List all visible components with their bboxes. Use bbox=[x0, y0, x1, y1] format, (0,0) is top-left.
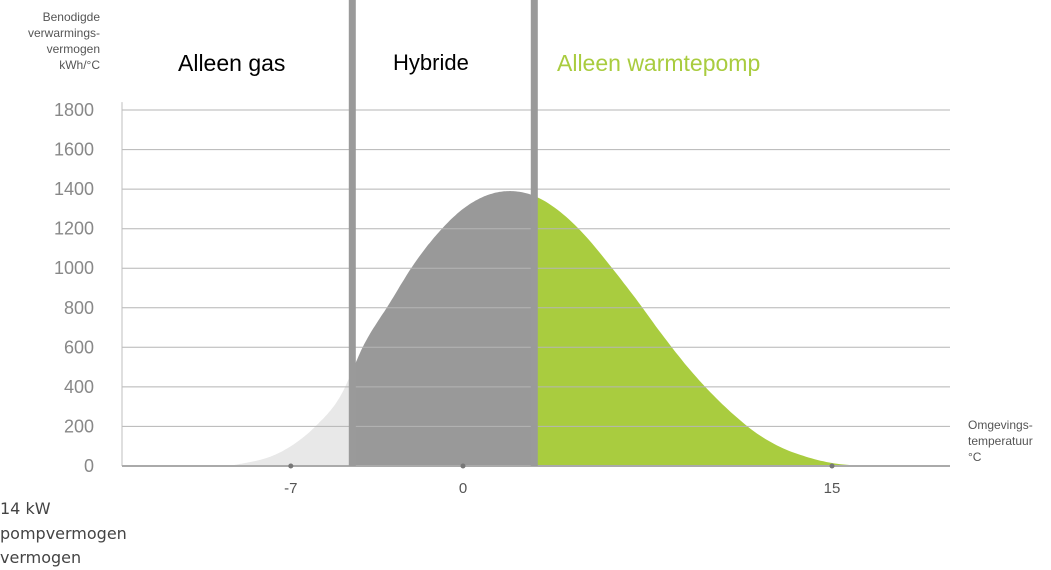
y-tick-label-1800: 1800 bbox=[54, 100, 94, 120]
boundary-divider-1 bbox=[348, 0, 356, 466]
x-tick-label-15: 15 bbox=[824, 480, 841, 497]
region-label-alleen-warmtepomp: Alleen warmtepomp bbox=[557, 50, 761, 76]
y-tick-label-800: 800 bbox=[64, 298, 94, 318]
x-tick-label-0: 0 bbox=[459, 480, 467, 497]
y-tick-label-0: 0 bbox=[84, 456, 94, 476]
region-label-hybride: Hybride bbox=[393, 50, 469, 75]
y-axis-label-line-1: Benodigde bbox=[42, 10, 100, 24]
bottom-text-line-3: vermogen bbox=[0, 548, 82, 567]
bottom-text-line-1: 14 kW bbox=[0, 499, 51, 518]
x-axis-label-line-1: Omgevings- bbox=[968, 418, 1033, 432]
y-tick-label-1000: 1000 bbox=[54, 258, 94, 278]
x-tick-mark-0 bbox=[460, 463, 466, 469]
region-label-alleen-gas: Alleen gas bbox=[178, 50, 286, 76]
boundary-divider-2 bbox=[530, 0, 538, 466]
y-tick-label-1600: 1600 bbox=[54, 140, 94, 160]
area-alleen-warmtepomp bbox=[534, 196, 882, 466]
x-tick-label--7: -7 bbox=[284, 480, 297, 497]
area-alleen-gas bbox=[229, 370, 353, 466]
x-axis-label-line-2: temperatuur bbox=[968, 434, 1033, 448]
x-axis-label-line-3: °C bbox=[968, 450, 982, 464]
x-tick-mark-15 bbox=[829, 463, 835, 469]
x-tick-mark--7 bbox=[288, 463, 294, 469]
y-tick-label-600: 600 bbox=[64, 337, 94, 357]
y-tick-label-400: 400 bbox=[64, 377, 94, 397]
bottom-text-line-2: pompvermogen bbox=[0, 524, 127, 543]
y-tick-label-1400: 1400 bbox=[54, 179, 94, 199]
area-hybride bbox=[352, 191, 535, 466]
y-axis-label-line-2: verwarmings- bbox=[27, 26, 100, 40]
y-tick-label-200: 200 bbox=[64, 416, 94, 436]
y-axis-label-line-3: vermogen bbox=[46, 42, 100, 56]
y-tick-label-1200: 1200 bbox=[54, 219, 94, 239]
y-axis-label-line-4: kWh/°C bbox=[59, 58, 100, 72]
